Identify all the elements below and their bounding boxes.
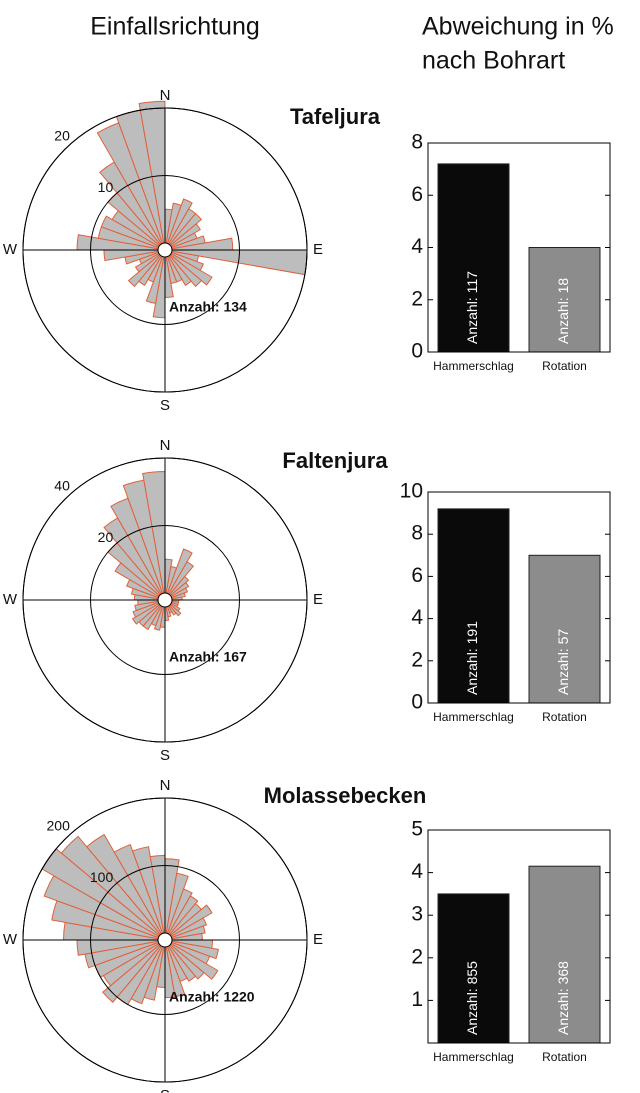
right-header: nach Bohrart xyxy=(422,47,565,75)
direction-label: N xyxy=(160,777,171,794)
radial-tick-label: 10 xyxy=(98,179,114,195)
bar-annotation: Anzahl: 117 xyxy=(464,271,480,344)
radial-tick-label: 40 xyxy=(54,477,70,493)
bar xyxy=(528,247,601,353)
direction-label: N xyxy=(160,437,171,454)
bar xyxy=(437,893,510,1044)
x-tick-label: Rotation xyxy=(542,359,587,373)
panel-title: Faltenjura xyxy=(282,448,388,473)
y-tick-label: 2 xyxy=(411,945,423,968)
plot-frame xyxy=(427,491,611,704)
y-tick-label: 4 xyxy=(411,860,423,883)
y-tick-label: 8 xyxy=(411,131,423,154)
y-tick-label: 0 xyxy=(411,691,423,714)
x-tick-label: Hammerschlag xyxy=(433,710,514,724)
count-annotation: Anzahl: 134 xyxy=(169,299,247,315)
bar-annotation: Anzahl: 57 xyxy=(555,629,571,695)
panel-title: Molassebecken xyxy=(264,783,427,808)
direction-label: W xyxy=(3,591,18,608)
y-tick-label: 2 xyxy=(411,648,423,671)
bar xyxy=(528,554,601,704)
plot-frame xyxy=(427,142,611,353)
y-tick-label: 10 xyxy=(400,480,423,503)
y-tick-label: 0 xyxy=(411,340,423,363)
x-tick-label: Rotation xyxy=(542,1050,587,1064)
bar-annotation: Anzahl: 368 xyxy=(555,961,571,1035)
radial-grid xyxy=(90,525,240,675)
count-annotation: Anzahl: 1220 xyxy=(169,989,255,1005)
y-tick-label: 6 xyxy=(411,183,423,206)
direction-label: W xyxy=(3,241,18,258)
y-tick-label: 4 xyxy=(411,606,423,629)
radial-grid xyxy=(22,797,308,1083)
radial-tick-label: 200 xyxy=(47,817,71,833)
bar-annotation: Anzahl: 18 xyxy=(555,278,571,344)
direction-label: S xyxy=(160,747,170,764)
y-tick-label: 3 xyxy=(411,903,423,926)
direction-label: N xyxy=(160,87,171,104)
center-hole xyxy=(157,242,173,258)
x-tick-label: Hammerschlag xyxy=(433,359,514,373)
count-annotation: Anzahl: 167 xyxy=(169,649,247,665)
left-header: Einfallsrichtung xyxy=(90,13,260,41)
y-tick-label: 4 xyxy=(411,235,423,258)
radial-tick-label: 20 xyxy=(98,529,114,545)
y-tick-label: 5 xyxy=(411,818,423,841)
bar xyxy=(437,508,510,704)
y-tick-label: 8 xyxy=(411,522,423,545)
y-tick-label: 2 xyxy=(411,287,423,310)
radial-tick-label: 100 xyxy=(90,869,114,885)
bar-annotation: Anzahl: 191 xyxy=(464,621,480,695)
right-header: Abweichung in % xyxy=(422,13,614,41)
center-hole xyxy=(157,932,173,948)
direction-label: E xyxy=(313,591,323,608)
radial-grid xyxy=(90,865,240,1015)
y-tick-label: 1 xyxy=(411,988,423,1011)
direction-label: W xyxy=(3,931,18,948)
y-tick-label: 6 xyxy=(411,564,423,587)
bar xyxy=(528,865,601,1044)
center-hole xyxy=(157,592,173,608)
bar-annotation: Anzahl: 855 xyxy=(464,961,480,1035)
panel-title: Tafeljura xyxy=(290,104,381,129)
plot-frame xyxy=(427,829,611,1044)
direction-label: S xyxy=(160,1087,170,1093)
x-tick-label: Rotation xyxy=(542,710,587,724)
direction-label: S xyxy=(160,397,170,414)
x-tick-label: Hammerschlag xyxy=(433,1050,514,1064)
direction-label: E xyxy=(313,931,323,948)
radial-grid xyxy=(90,175,240,325)
radial-grid xyxy=(22,107,308,393)
radial-tick-label: 20 xyxy=(54,127,70,143)
direction-label: E xyxy=(313,241,323,258)
radial-grid xyxy=(22,457,308,743)
